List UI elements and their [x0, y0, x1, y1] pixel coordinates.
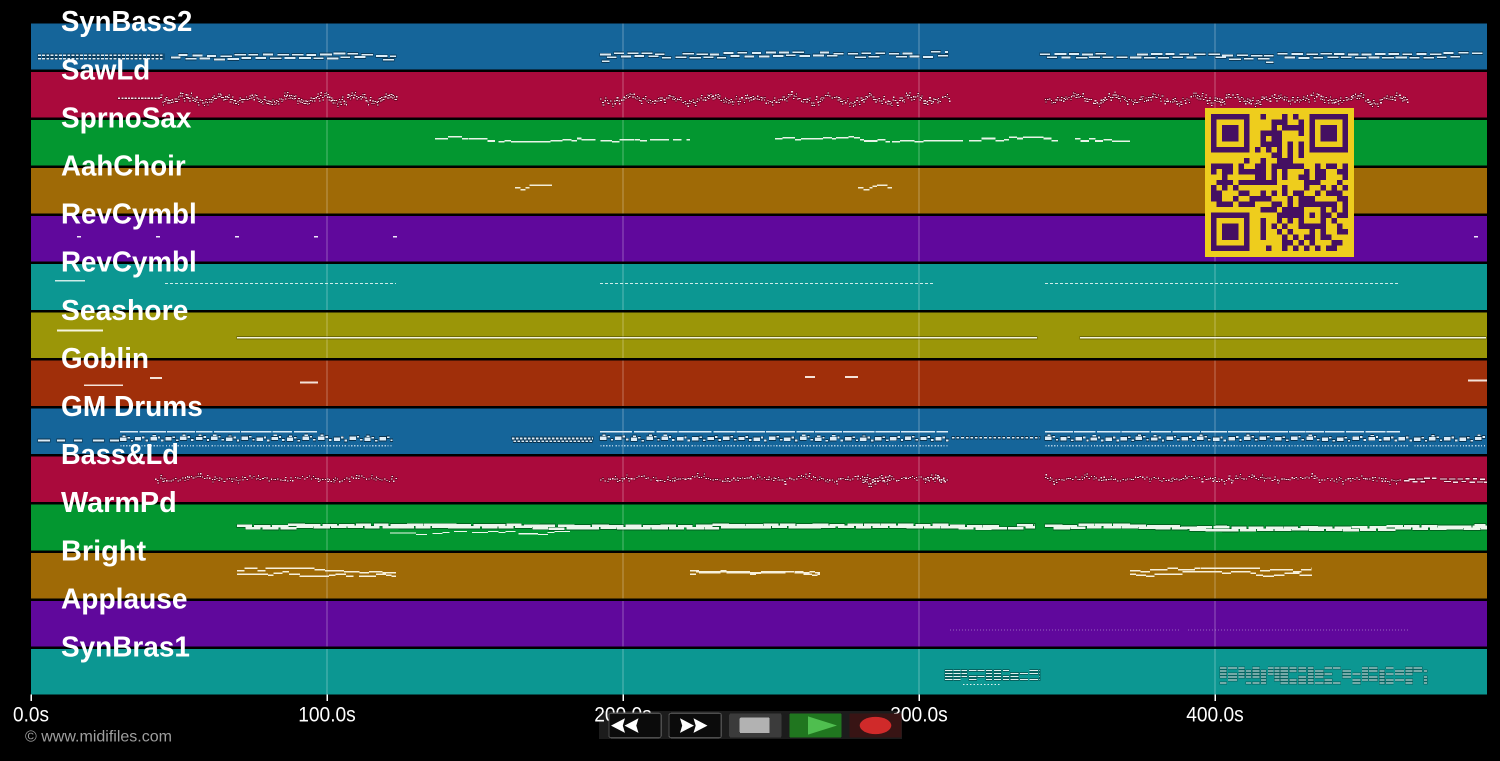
- svg-text:Applause: Applause: [61, 583, 188, 615]
- svg-text:400.0s: 400.0s: [1186, 704, 1244, 727]
- svg-text:SynBass2: SynBass2: [61, 6, 192, 38]
- svg-text:GM Drums: GM Drums: [61, 391, 203, 423]
- svg-text:RevCymbl: RevCymbl: [61, 247, 197, 279]
- svg-text:Bright: Bright: [61, 535, 147, 567]
- svg-text:AahChoir: AahChoir: [61, 151, 186, 183]
- svg-text:Seashore: Seashore: [61, 295, 188, 327]
- svg-text:SprnoSax: SprnoSax: [61, 102, 191, 134]
- svg-text:300.0s: 300.0s: [890, 704, 948, 727]
- svg-text:© www.midifiles.com: © www.midifiles.com: [25, 729, 172, 746]
- svg-text:Goblin: Goblin: [61, 343, 149, 375]
- svg-text:SynBras1: SynBras1: [61, 632, 190, 664]
- svg-text:SawLd: SawLd: [61, 54, 150, 86]
- svg-text:RevCymbl: RevCymbl: [61, 199, 197, 231]
- svg-text:Bass&Ld: Bass&Ld: [61, 439, 179, 471]
- svg-text:100.0s: 100.0s: [298, 704, 356, 727]
- svg-text:WarmPd: WarmPd: [61, 487, 177, 519]
- svg-text:0.0s: 0.0s: [13, 704, 49, 727]
